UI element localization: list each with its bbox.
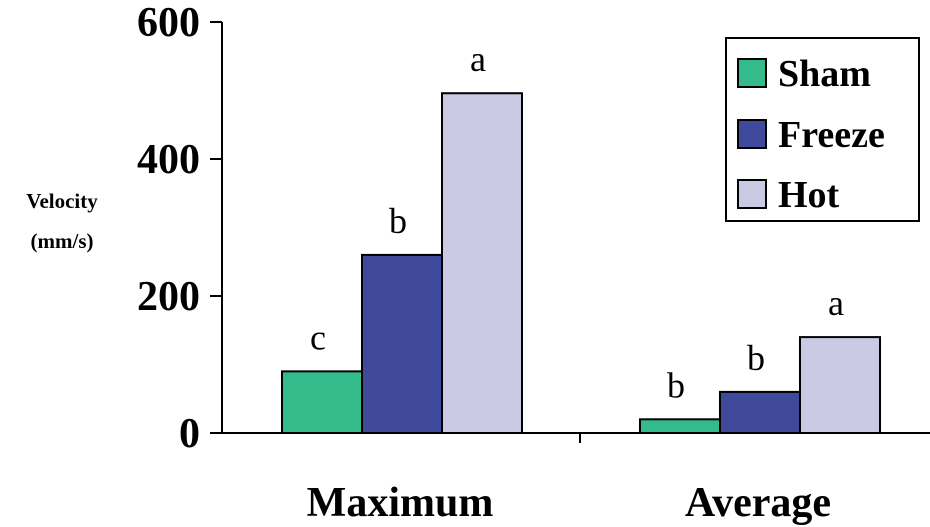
bar-maximum-freeze bbox=[361, 253, 443, 434]
significance-labels: c b a b b a bbox=[310, 39, 844, 405]
y-axis-label-line-1: Velocity bbox=[26, 189, 98, 213]
significance-label: a bbox=[470, 39, 486, 79]
y-tick-label: 600 bbox=[137, 0, 200, 46]
significance-label: b bbox=[747, 338, 765, 378]
y-tick-label: 400 bbox=[137, 137, 200, 183]
legend-label-freeze: Freeze bbox=[778, 114, 885, 156]
bar-average-sham bbox=[639, 418, 721, 434]
bar-average-hot bbox=[799, 336, 881, 435]
legend-label-hot: Hot bbox=[778, 174, 840, 216]
significance-label: b bbox=[389, 201, 407, 241]
significance-label: b bbox=[667, 365, 685, 405]
y-axis-label: Velocity (mm/s) bbox=[26, 189, 98, 253]
legend-swatch-sham bbox=[737, 58, 767, 88]
category-labels: Maximum Average bbox=[307, 480, 831, 526]
legend-swatch-hot bbox=[737, 179, 767, 209]
significance-label: a bbox=[828, 283, 844, 323]
y-axis-ticks: 0 200 400 600 bbox=[137, 0, 222, 457]
y-tick-label: 200 bbox=[137, 274, 200, 320]
bar-average-freeze bbox=[719, 390, 801, 434]
bar-maximum-sham bbox=[281, 370, 363, 435]
y-tick-label: 0 bbox=[179, 411, 200, 457]
bar-maximum-hot bbox=[441, 92, 523, 435]
y-axis-label-line-2: (mm/s) bbox=[31, 229, 94, 253]
legend: Sham Freeze Hot bbox=[725, 37, 920, 222]
significance-label: c bbox=[310, 317, 326, 357]
category-label-maximum: Maximum bbox=[307, 480, 494, 526]
legend-label-sham: Sham bbox=[778, 53, 871, 95]
bars bbox=[281, 92, 881, 435]
category-label-average: Average bbox=[685, 480, 831, 526]
legend-swatch-freeze bbox=[737, 119, 767, 149]
